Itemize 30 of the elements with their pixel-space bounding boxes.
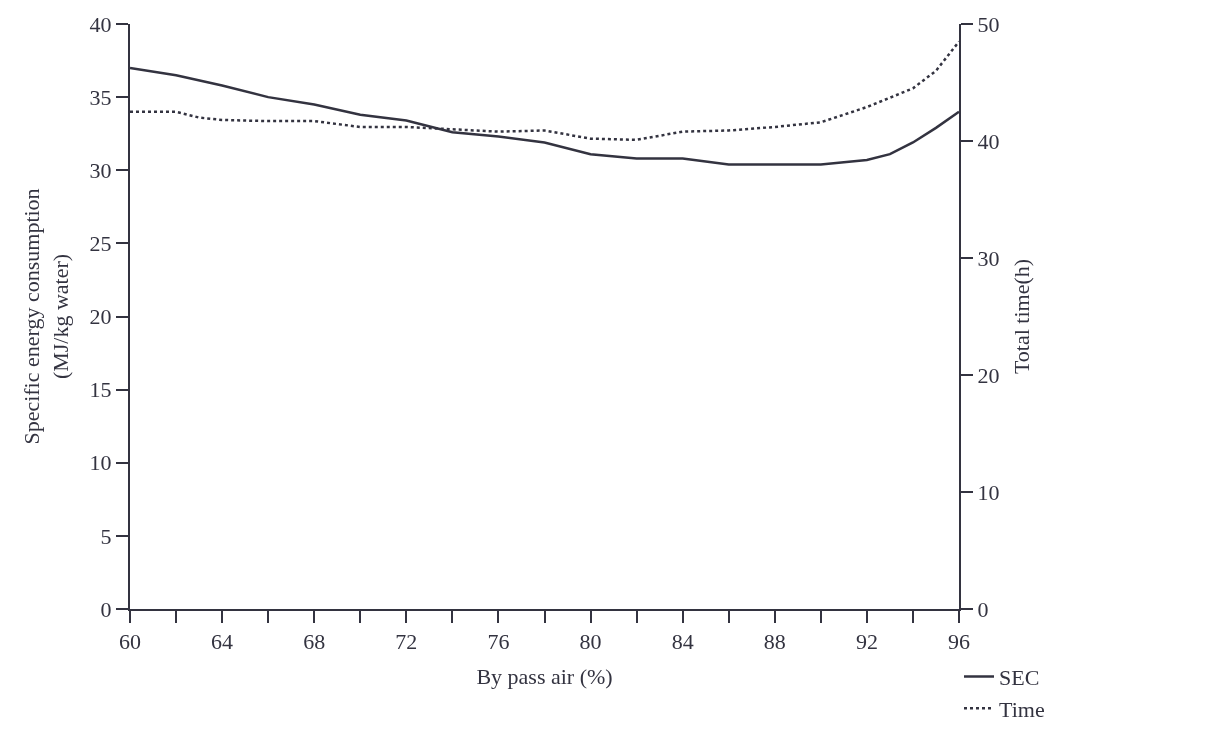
x-tick-label: 76 bbox=[487, 629, 510, 655]
x-tick-label: 96 bbox=[948, 629, 970, 655]
x-tick-label: 84 bbox=[671, 629, 694, 655]
y-tick-label: 20 bbox=[89, 304, 112, 330]
y-tick-label: 5 bbox=[100, 523, 112, 549]
x-tick-label: 88 bbox=[763, 629, 786, 655]
y-tick-label: 0 bbox=[100, 596, 112, 622]
legend-label: Time bbox=[999, 696, 1045, 722]
x-tick-label: 72 bbox=[395, 629, 418, 655]
y2-tick-label: 30 bbox=[977, 245, 1000, 271]
x-tick-label: 80 bbox=[579, 629, 602, 655]
y-tick-label: 15 bbox=[89, 377, 112, 403]
x-tick-label: 60 bbox=[119, 629, 141, 655]
y-axis-title: Specific energy consumption (MJ/kg water) bbox=[19, 188, 73, 445]
legend-label: SEC bbox=[999, 665, 1040, 691]
y2-tick-label: 10 bbox=[977, 479, 1000, 505]
y2-tick-label: 0 bbox=[977, 596, 989, 622]
x-tick-label: 68 bbox=[303, 629, 326, 655]
y-tick-label: 35 bbox=[89, 84, 112, 110]
x-axis-title: By pass air (%) bbox=[476, 663, 613, 689]
y-tick-label: 25 bbox=[89, 231, 112, 257]
y2-tick-label: 50 bbox=[977, 11, 1000, 37]
y2-tick-label: 20 bbox=[977, 362, 1000, 388]
x-tick-label: 64 bbox=[211, 629, 234, 655]
y2-axis-title: Total time(h) bbox=[1008, 258, 1034, 375]
y-tick-label: 30 bbox=[89, 157, 112, 183]
y2-tick-label: 40 bbox=[977, 128, 1000, 154]
y-tick-label: 10 bbox=[89, 450, 112, 476]
x-tick-label: 92 bbox=[855, 629, 878, 655]
y-tick-label: 40 bbox=[89, 11, 112, 37]
